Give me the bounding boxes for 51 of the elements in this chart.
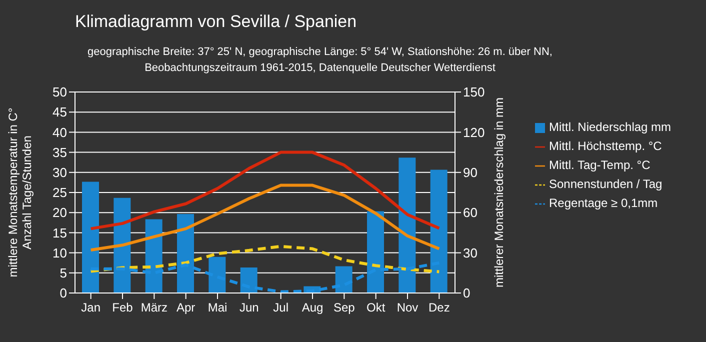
bar bbox=[335, 266, 352, 293]
y-tick-label: 25 bbox=[52, 185, 67, 200]
x-tick-label: Okt bbox=[366, 300, 386, 315]
bar bbox=[240, 268, 258, 293]
legend-label: Sonnenstunden / Tag bbox=[549, 177, 662, 191]
y2-axis-title: mittlerer Monatsniederschlag in mm bbox=[492, 97, 506, 288]
y2-tick-label: 0 bbox=[463, 286, 470, 301]
legend-label: Mittl. Niederschlag mm bbox=[549, 120, 672, 134]
legend-label: Regentage ≥ 0,1mm bbox=[549, 196, 658, 210]
y-tick-label: 40 bbox=[52, 124, 67, 140]
y-tick-label: 0 bbox=[60, 286, 67, 301]
legend-label: Mittl. Höchsttemp. °C bbox=[549, 139, 662, 153]
y2-tick-label: 120 bbox=[463, 124, 485, 140]
y-tick-label: 35 bbox=[52, 144, 67, 160]
x-tick-label: Mai bbox=[208, 300, 228, 315]
line-series bbox=[89, 184, 441, 252]
y-axis-title: mittlere Monatstemperatur in C° Anzahl Tage/Stunden bbox=[6, 108, 34, 278]
line-series bbox=[89, 261, 441, 293]
y2-tick-label: 90 bbox=[463, 165, 478, 180]
x-tick-label: Sep bbox=[333, 300, 356, 315]
y2-tick-label: 30 bbox=[463, 245, 478, 260]
y2-tick-label: 60 bbox=[463, 205, 478, 220]
legend-label: Mittl. Tag-Temp. °C bbox=[549, 158, 650, 172]
x-tick-label: Nov bbox=[396, 300, 418, 315]
y-tick-label: 30 bbox=[52, 165, 67, 180]
line-series bbox=[89, 244, 441, 274]
x-tick-label: März bbox=[140, 300, 168, 315]
y-tick-label: 45 bbox=[52, 104, 67, 120]
bar bbox=[430, 170, 448, 293]
chart-title: Klimadiagramm von Sevilla / Spanien bbox=[75, 12, 357, 32]
x-tick-label: Jan bbox=[81, 300, 101, 315]
x-tick-label: Jul bbox=[273, 300, 289, 315]
bar bbox=[114, 198, 131, 293]
x-tick-label: Aug bbox=[302, 300, 324, 315]
y-tick-label: 15 bbox=[52, 225, 67, 240]
bar bbox=[398, 158, 416, 293]
y-tick-label: 10 bbox=[52, 245, 67, 260]
bar bbox=[82, 182, 99, 293]
line-series bbox=[89, 150, 441, 230]
y-tick-label: 50 bbox=[52, 84, 67, 100]
bar bbox=[208, 256, 226, 293]
x-tick-label: Feb bbox=[112, 300, 134, 315]
bar bbox=[177, 214, 194, 293]
y-tick-label: 5 bbox=[60, 266, 67, 281]
y2-tick-label: 150 bbox=[463, 84, 485, 100]
y-tick-label: 20 bbox=[52, 205, 67, 220]
chart-subtitle: geographische Breite: 37° 25' N, geographische Länge: 5° 54' W, Stationshöhe: 26 m. über NN, Beobachtungszeitraum 1961-2015, Datenquelle Deutscher Wetterdienst bbox=[86, 45, 554, 76]
x-tick-label: Apr bbox=[176, 300, 196, 315]
bar bbox=[367, 211, 384, 293]
x-tick-label: Dez bbox=[428, 300, 450, 315]
x-tick-label: Jun bbox=[239, 300, 259, 315]
